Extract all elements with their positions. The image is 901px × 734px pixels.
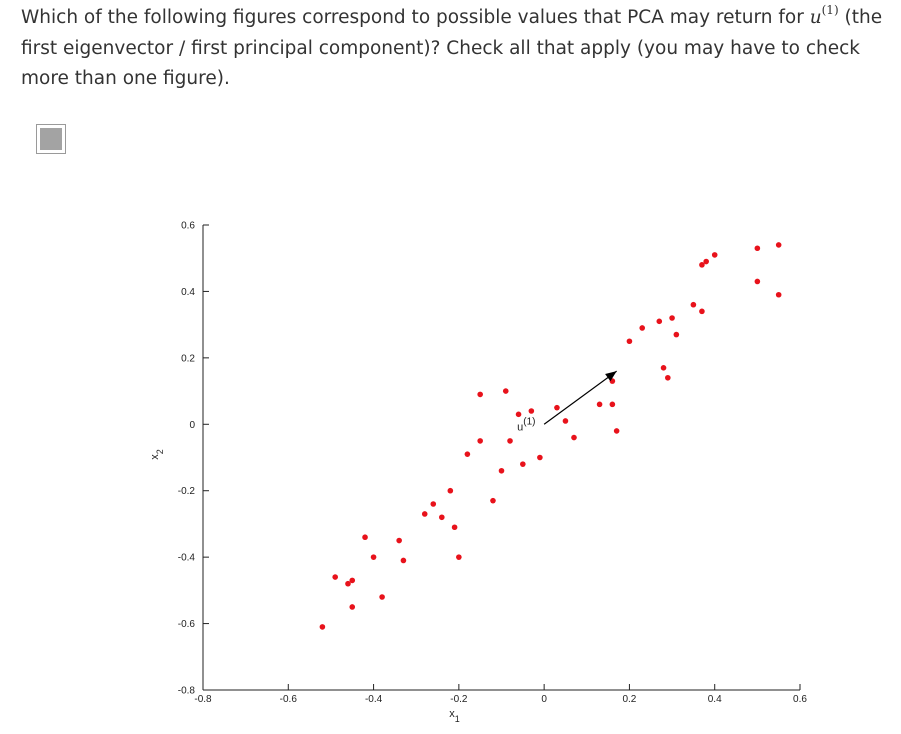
question-text-part2: (the first eigenvector / first principal… <box>21 7 883 89</box>
data-point <box>699 262 705 268</box>
question-text-part1: Which of the following figures correspon… <box>21 7 810 28</box>
question-variable: u <box>809 7 822 28</box>
data-point <box>498 467 505 474</box>
y-axis-label-subscript: 2 <box>155 449 165 454</box>
y-tick-label: -0.4 <box>178 553 196 564</box>
data-point <box>596 401 603 408</box>
y-tick-label: 0.4 <box>181 287 195 298</box>
checkbox-fill <box>40 128 62 150</box>
data-point <box>332 574 338 580</box>
data-point <box>656 318 663 325</box>
data-point <box>430 501 437 507</box>
data-point <box>562 418 569 424</box>
data-point <box>754 278 761 285</box>
data-point <box>703 258 709 265</box>
x-axis-label: x1 <box>449 708 460 724</box>
question-text: Which of the following figures correspon… <box>21 3 891 95</box>
arrow-label: u(1) <box>517 416 535 433</box>
data-point <box>775 291 782 298</box>
data-point <box>477 391 483 398</box>
arrow-label-superscript: (1) <box>523 416 535 427</box>
y-tick-label: 0.6 <box>181 221 195 232</box>
data-point <box>464 451 471 457</box>
question-superscript: (1) <box>821 3 839 17</box>
data-point <box>362 534 368 541</box>
data-point <box>451 524 458 531</box>
x-tick-label: 0.2 <box>622 694 636 705</box>
answer-checkbox[interactable] <box>36 124 66 154</box>
y-tick-label: 0 <box>189 420 195 431</box>
data-point <box>528 408 535 414</box>
y-tick-label: 0.2 <box>181 353 195 364</box>
x-tick-label: -0.4 <box>365 694 383 705</box>
data-point <box>626 338 633 345</box>
x-tick-label: 0.4 <box>708 694 722 705</box>
data-point <box>609 401 616 408</box>
data-point <box>639 325 646 331</box>
x-tick-label: 0 <box>541 694 547 705</box>
data-point <box>319 624 326 630</box>
x-axis-label-subscript: 1 <box>455 714 460 724</box>
data-point <box>379 594 385 600</box>
data-point <box>396 537 402 544</box>
y-tick-label: -0.8 <box>178 686 196 697</box>
y-axis-label: x2 <box>149 449 165 460</box>
data-point <box>699 308 705 315</box>
arrow-head <box>605 371 617 382</box>
data-point <box>421 511 428 517</box>
data-point <box>537 454 543 461</box>
data-point <box>370 554 377 560</box>
data-point <box>673 331 680 338</box>
data-point <box>507 438 513 444</box>
data-point <box>660 365 667 371</box>
data-point <box>447 487 454 494</box>
data-point <box>477 438 483 444</box>
data-point <box>349 604 356 610</box>
data-point <box>754 245 761 252</box>
x-tick-label: -0.8 <box>194 694 212 705</box>
y-tick-label: -0.2 <box>178 486 196 497</box>
data-point <box>571 434 577 441</box>
data-point <box>669 315 675 321</box>
data-point <box>456 554 462 560</box>
data-point <box>439 514 445 521</box>
data-point <box>554 404 560 411</box>
data-point <box>515 411 522 418</box>
data-point <box>613 428 620 434</box>
data-point <box>345 580 351 587</box>
x-tick-label: -0.6 <box>280 694 298 705</box>
data-point <box>775 242 782 248</box>
data-point <box>690 301 697 308</box>
x-tick-label: -0.2 <box>450 694 468 705</box>
data-point <box>520 461 526 467</box>
data-point <box>711 252 718 258</box>
data-point <box>349 577 356 584</box>
data-point <box>490 497 496 504</box>
data-point <box>400 557 407 564</box>
y-tick-label: -0.6 <box>178 619 196 630</box>
data-point <box>502 388 509 394</box>
x-tick-label: 0.6 <box>793 694 807 705</box>
principal-component-arrow <box>543 370 617 425</box>
data-point <box>665 374 671 381</box>
